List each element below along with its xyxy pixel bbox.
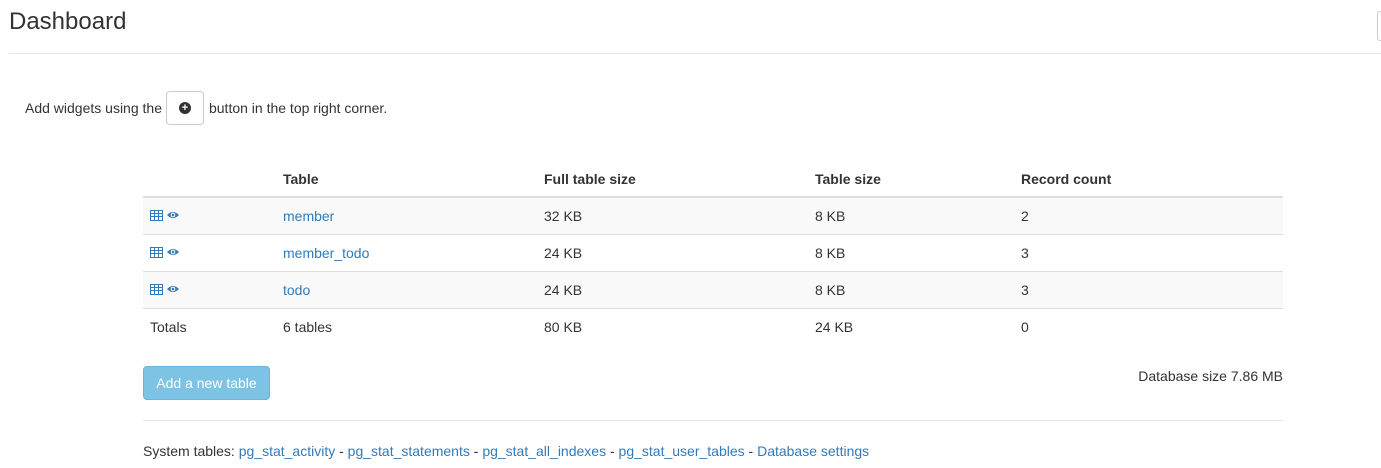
totals-record-count: 0 <box>1014 307 1283 345</box>
table-icon[interactable] <box>150 283 163 295</box>
page-header: Dashboard <box>0 0 1381 54</box>
table-icon[interactable] <box>150 246 163 258</box>
page-title: Dashboard <box>9 8 127 35</box>
add-widgets-hint: Add widgets using the + button in the to… <box>25 91 387 125</box>
system-tables-label: System tables: <box>143 443 235 459</box>
cell-table-name: todo <box>276 270 537 308</box>
totals-full-size: 80 KB <box>537 307 808 345</box>
cell-table-name: member_todo <box>276 233 537 271</box>
cell-full-size: 24 KB <box>537 270 808 308</box>
row-actions <box>143 233 276 271</box>
plus-circle-icon: + <box>178 102 191 114</box>
add-widget-button-illustration: + <box>165 91 204 125</box>
cell-record-count: 3 <box>1014 270 1283 308</box>
totals-table-size: 24 KB <box>808 307 1014 345</box>
row-actions <box>143 270 276 308</box>
link-pg-stat-activity[interactable]: pg_stat_activity <box>238 443 336 459</box>
cell-table-size: 8 KB <box>808 233 1014 271</box>
link-pg-stat-user-tables[interactable]: pg_stat_user_tables <box>618 443 745 459</box>
cell-table-size: 8 KB <box>808 196 1014 234</box>
table-icon[interactable] <box>150 209 163 221</box>
cell-full-size: 24 KB <box>537 233 808 271</box>
database-size: Database size 7.86 MB <box>1138 368 1283 384</box>
cell-record-count: 3 <box>1014 233 1283 271</box>
table-link-todo[interactable]: todo <box>283 281 311 298</box>
eye-icon[interactable] <box>166 284 180 294</box>
table-header-row: Table Full table size Table size Record … <box>143 161 1283 198</box>
link-database-settings[interactable]: Database settings <box>757 443 870 459</box>
column-header-table: Table <box>276 161 537 198</box>
system-tables-bar: System tables: pg_stat_activity - pg_sta… <box>143 443 869 459</box>
cell-full-size: 32 KB <box>537 196 808 234</box>
footer-divider <box>143 420 1283 421</box>
cell-record-count: 2 <box>1014 196 1283 234</box>
tables-summary-table: Table Full table size Table size Record … <box>143 161 1283 345</box>
header-divider <box>9 53 1381 54</box>
link-separator: - <box>744 443 758 459</box>
hint-text-after: button in the top right corner. <box>208 100 388 116</box>
table-row: member_todo 24 KB 8 KB 3 <box>143 233 1283 271</box>
eye-icon[interactable] <box>166 210 180 220</box>
hint-text-before: Add widgets using the <box>25 100 162 116</box>
totals-row: Totals 6 tables 80 KB 24 KB 0 <box>143 307 1283 345</box>
column-header-record-count: Record count <box>1014 161 1283 198</box>
top-right-button-edge[interactable] <box>1377 11 1381 41</box>
table-link-member[interactable]: member <box>283 207 335 224</box>
cell-table-size: 8 KB <box>808 270 1014 308</box>
table-link-member-todo[interactable]: member_todo <box>283 244 370 261</box>
table-row: todo 24 KB 8 KB 3 <box>143 270 1283 308</box>
row-actions <box>143 196 276 234</box>
link-pg-stat-statements[interactable]: pg_stat_statements <box>347 443 470 459</box>
column-header-full-size: Full table size <box>537 161 808 198</box>
column-header-actions <box>143 161 276 198</box>
link-pg-stat-all-indexes[interactable]: pg_stat_all_indexes <box>482 443 607 459</box>
link-separator: - <box>469 443 483 459</box>
link-separator: - <box>335 443 348 459</box>
add-new-table-button[interactable]: Add a new table <box>143 366 270 400</box>
totals-table-count: 6 tables <box>276 307 537 345</box>
eye-icon[interactable] <box>166 247 180 257</box>
cell-table-name: member <box>276 196 537 234</box>
totals-label: Totals <box>143 307 276 345</box>
column-header-table-size: Table size <box>808 161 1014 198</box>
link-separator: - <box>606 443 619 459</box>
table-row: member 32 KB 8 KB 2 <box>143 196 1283 234</box>
